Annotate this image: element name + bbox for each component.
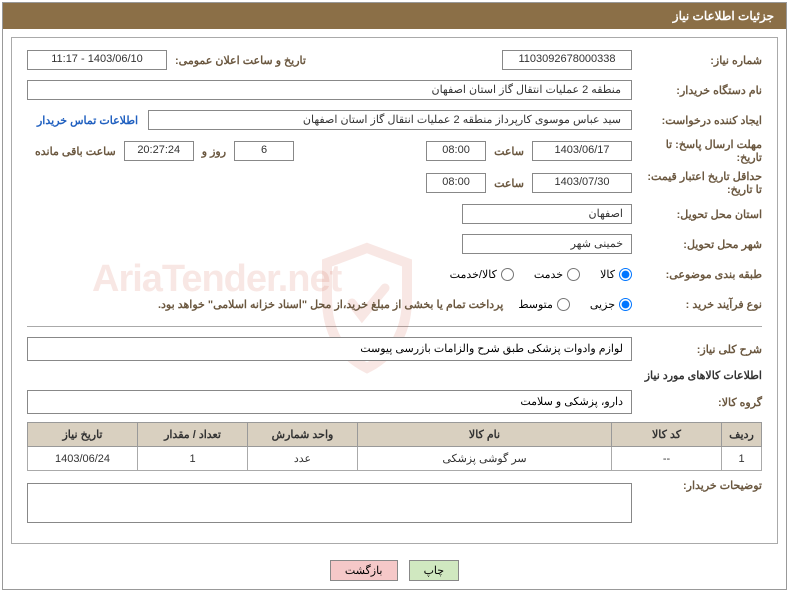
purchase-option[interactable]: جزیی <box>590 298 632 311</box>
purchase-radio[interactable] <box>557 298 570 311</box>
buyer-notes-label: توضیحات خریدار: <box>632 479 762 492</box>
table-header: کد کالا <box>612 423 722 447</box>
countdown-value: 20:27:24 <box>124 141 194 161</box>
days-remaining-value: 6 <box>234 141 294 161</box>
category-option[interactable]: خدمت <box>534 268 580 281</box>
buyer-contact-link[interactable]: اطلاعات تماس خریدار <box>27 114 148 127</box>
requester-value: سید عباس موسوی کارپرداز منطقه 2 عملیات ا… <box>148 110 632 130</box>
goods-table: ردیفکد کالانام کالاواحد شمارشتعداد / مقد… <box>27 422 762 471</box>
requester-label: ایجاد کننده درخواست: <box>632 114 762 127</box>
table-cell: -- <box>612 447 722 471</box>
response-date-value: 1403/06/17 <box>532 141 632 161</box>
hour-label-2: ساعت <box>486 177 532 190</box>
goods-group-label: گروه کالا: <box>632 396 762 409</box>
table-header: ردیف <box>722 423 762 447</box>
hour-label-1: ساعت <box>486 145 532 158</box>
purchase-type-label: نوع فرآیند خرید : <box>632 298 762 311</box>
price-validity-label: حداقل تاریخ اعتبار قیمت: تا تاریخ: <box>632 170 762 196</box>
back-button[interactable]: بازگشت <box>330 560 398 581</box>
table-cell: سر گوشی پزشکی <box>358 447 612 471</box>
category-radio[interactable] <box>567 268 580 281</box>
announce-datetime-label: تاریخ و ساعت اعلان عمومی: <box>167 54 502 67</box>
table-cell: 1 <box>722 447 762 471</box>
table-header: نام کالا <box>358 423 612 447</box>
delivery-city-value: خمینی شهر <box>462 234 632 254</box>
category-radio[interactable] <box>501 268 514 281</box>
category-radio-label: خدمت <box>534 268 563 281</box>
goods-info-title: اطلاعات کالاهای مورد نیاز <box>27 369 762 382</box>
category-label: طبقه بندی موضوعی: <box>632 268 762 281</box>
general-desc-label: شرح کلی نیاز: <box>632 343 762 356</box>
purchase-radio-label: متوسط <box>518 298 553 311</box>
print-button[interactable]: چاپ <box>409 560 460 581</box>
purchase-radio-group: جزیی متوسط <box>518 298 632 311</box>
delivery-province-label: استان محل تحویل: <box>632 208 762 221</box>
response-deadline-label: مهلت ارسال پاسخ: تا تاریخ: <box>632 138 762 164</box>
category-radio-label: کالا <box>600 268 615 281</box>
category-radio[interactable] <box>619 268 632 281</box>
need-number-value: 1103092678000338 <box>502 50 632 70</box>
buyer-org-value: منطقه 2 عملیات انتقال گاز استان اصفهان <box>27 80 632 100</box>
table-header: تاریخ نیاز <box>28 423 138 447</box>
response-hour-value: 08:00 <box>426 141 486 161</box>
table-header: تعداد / مقدار <box>138 423 248 447</box>
announce-datetime-value: 1403/06/10 - 11:17 <box>27 50 167 70</box>
purchase-radio-label: جزیی <box>590 298 615 311</box>
category-radio-label: کالا/خدمت <box>450 268 497 281</box>
delivery-city-label: شهر محل تحویل: <box>632 238 762 251</box>
days-and-label: روز و <box>194 145 234 158</box>
table-header: واحد شمارش <box>248 423 358 447</box>
need-number-label: شماره نیاز: <box>632 54 762 67</box>
general-desc-value: لوازم وادوات پزشکی طبق شرح والزامات بازر… <box>27 337 632 361</box>
category-radio-group: کالا خدمت کالا/خدمت <box>450 268 632 281</box>
payment-note: پرداخت تمام یا بخشی از مبلغ خرید،از محل … <box>158 298 518 311</box>
purchase-radio[interactable] <box>619 298 632 311</box>
delivery-province-value: اصفهان <box>462 204 632 224</box>
table-cell: عدد <box>248 447 358 471</box>
category-option[interactable]: کالا/خدمت <box>450 268 514 281</box>
buyer-org-label: نام دستگاه خریدار: <box>632 84 762 97</box>
table-row: 1--سر گوشی پزشکیعدد11403/06/24 <box>28 447 762 471</box>
price-validity-date-value: 1403/07/30 <box>532 173 632 193</box>
category-option[interactable]: کالا <box>600 268 632 281</box>
table-cell: 1 <box>138 447 248 471</box>
table-cell: 1403/06/24 <box>28 447 138 471</box>
purchase-option[interactable]: متوسط <box>518 298 570 311</box>
time-remaining-label: ساعت باقی مانده <box>27 145 124 158</box>
price-validity-hour-value: 08:00 <box>426 173 486 193</box>
goods-group-value: دارو، پزشکی و سلامت <box>27 390 632 414</box>
panel-title: جزئیات اطلاعات نیاز <box>3 3 786 29</box>
divider-1 <box>27 326 762 327</box>
buyer-notes-box <box>27 483 632 523</box>
